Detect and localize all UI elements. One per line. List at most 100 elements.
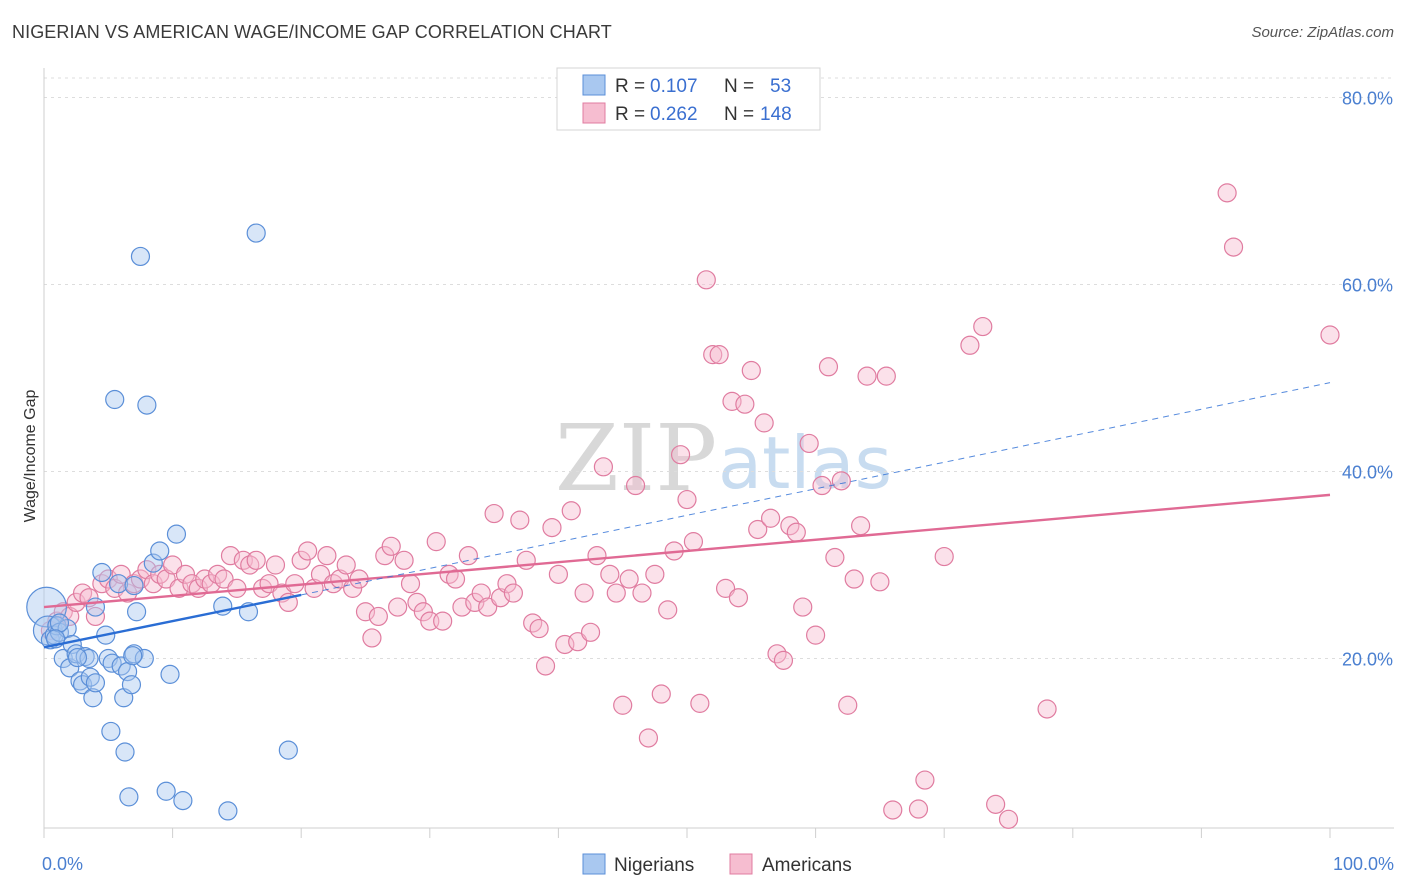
american-point: [362, 628, 382, 648]
nigerian-point: [278, 740, 298, 760]
american-point: [298, 541, 318, 561]
american-point: [574, 583, 594, 603]
nigerian-point: [160, 664, 180, 684]
american-point: [503, 583, 523, 603]
american-point: [330, 569, 350, 589]
nigerians-trend-line: [43, 593, 302, 649]
american-point: [728, 588, 749, 608]
american-point: [715, 578, 736, 598]
american-point: [490, 588, 511, 608]
y-axis-label: Wage/Income Gap: [22, 390, 39, 523]
x-tick-label-max: 100.0%: [1333, 854, 1394, 874]
y-tick-label: 20.0%: [1342, 650, 1393, 670]
american-point: [214, 569, 234, 589]
american-point: [535, 656, 556, 676]
chart-title: NIGERIAN VS AMERICAN WAGE/INCOME GAP COR…: [12, 22, 612, 42]
american-point: [876, 366, 896, 386]
american-point: [478, 597, 498, 617]
american-point: [1037, 699, 1057, 719]
american-point: [497, 574, 517, 594]
legend-r-label-nigerians: R =: [615, 76, 645, 97]
american-point: [812, 475, 832, 496]
nigerian-point: [143, 553, 163, 573]
americans-trend-line: [43, 493, 1331, 609]
american-point: [156, 569, 176, 589]
american-point: [542, 517, 562, 538]
american-point: [1217, 183, 1237, 203]
american-point: [169, 578, 189, 598]
legend-r-label-americans: R =: [615, 104, 645, 125]
american-point: [465, 592, 485, 613]
american-point: [613, 695, 633, 715]
american-point: [805, 625, 826, 645]
bottom-legend-swatch-americans: [729, 853, 753, 875]
nigerian-point: [126, 602, 147, 622]
american-point: [407, 592, 427, 613]
y-tick-label: 40.0%: [1342, 463, 1393, 483]
series-legend: Nigerians Americans: [582, 853, 852, 876]
nigerian-point: [85, 673, 106, 693]
american-point: [458, 546, 478, 566]
american-point: [645, 564, 665, 584]
nigerian-point: [134, 648, 154, 669]
american-point: [529, 618, 549, 639]
american-point: [375, 546, 395, 566]
nigerian-point: [246, 223, 266, 243]
american-point: [851, 516, 871, 536]
american-point: [773, 650, 794, 670]
legend-r-value-nigerians: 0.107: [650, 76, 698, 97]
american-point: [908, 799, 929, 819]
american-point: [973, 316, 993, 337]
american-point: [246, 550, 266, 570]
nigerian-point: [67, 647, 88, 668]
legend-swatch-nigerians: [582, 74, 606, 96]
american-point: [838, 695, 858, 715]
nigerian-point: [137, 395, 157, 415]
legend-n-value-nigerians: 53: [770, 76, 791, 97]
american-point: [844, 569, 864, 589]
american-point: [658, 600, 678, 620]
american-point: [709, 345, 729, 365]
nigerian-point: [108, 574, 129, 594]
american-point: [400, 574, 421, 594]
american-point: [683, 532, 704, 552]
american-point: [690, 693, 710, 713]
american-point: [227, 578, 247, 598]
nigerian-point: [49, 613, 70, 633]
nigerian-point: [60, 658, 80, 678]
american-point: [735, 394, 755, 414]
source-label: Source: ZipAtlas.com: [1251, 24, 1394, 41]
bottom-legend-label-americans: Americans: [762, 855, 852, 876]
nigerians-trend-extension: [301, 382, 1331, 596]
american-point: [471, 583, 491, 603]
american-point: [825, 547, 845, 568]
american-point: [580, 622, 601, 642]
nigerian-point: [123, 646, 143, 666]
nigerian-point: [156, 781, 176, 801]
american-point: [484, 503, 504, 524]
watermark-atlas: atlas: [718, 421, 892, 505]
american-point: [394, 550, 414, 570]
american-point: [625, 475, 646, 496]
american-point: [793, 597, 813, 617]
american-point: [934, 546, 954, 567]
american-point: [960, 335, 980, 355]
nigerian-point: [115, 742, 135, 762]
trend-lines: [43, 382, 1331, 649]
nigerian-point: [166, 524, 187, 544]
legend-r-value-americans: 0.262: [650, 104, 698, 125]
bottom-legend-swatch-nigerians: [582, 853, 606, 875]
american-point: [651, 684, 671, 704]
american-point: [818, 357, 839, 377]
legend-n-label-nigerians: N =: [724, 76, 754, 97]
american-point: [754, 413, 774, 433]
american-point: [413, 602, 433, 622]
american-point: [760, 508, 781, 528]
american-point: [317, 546, 337, 566]
american-point: [883, 800, 903, 820]
american-point: [355, 602, 376, 622]
nigerian-point: [130, 246, 151, 267]
american-point: [986, 794, 1006, 814]
american-point: [548, 564, 569, 584]
